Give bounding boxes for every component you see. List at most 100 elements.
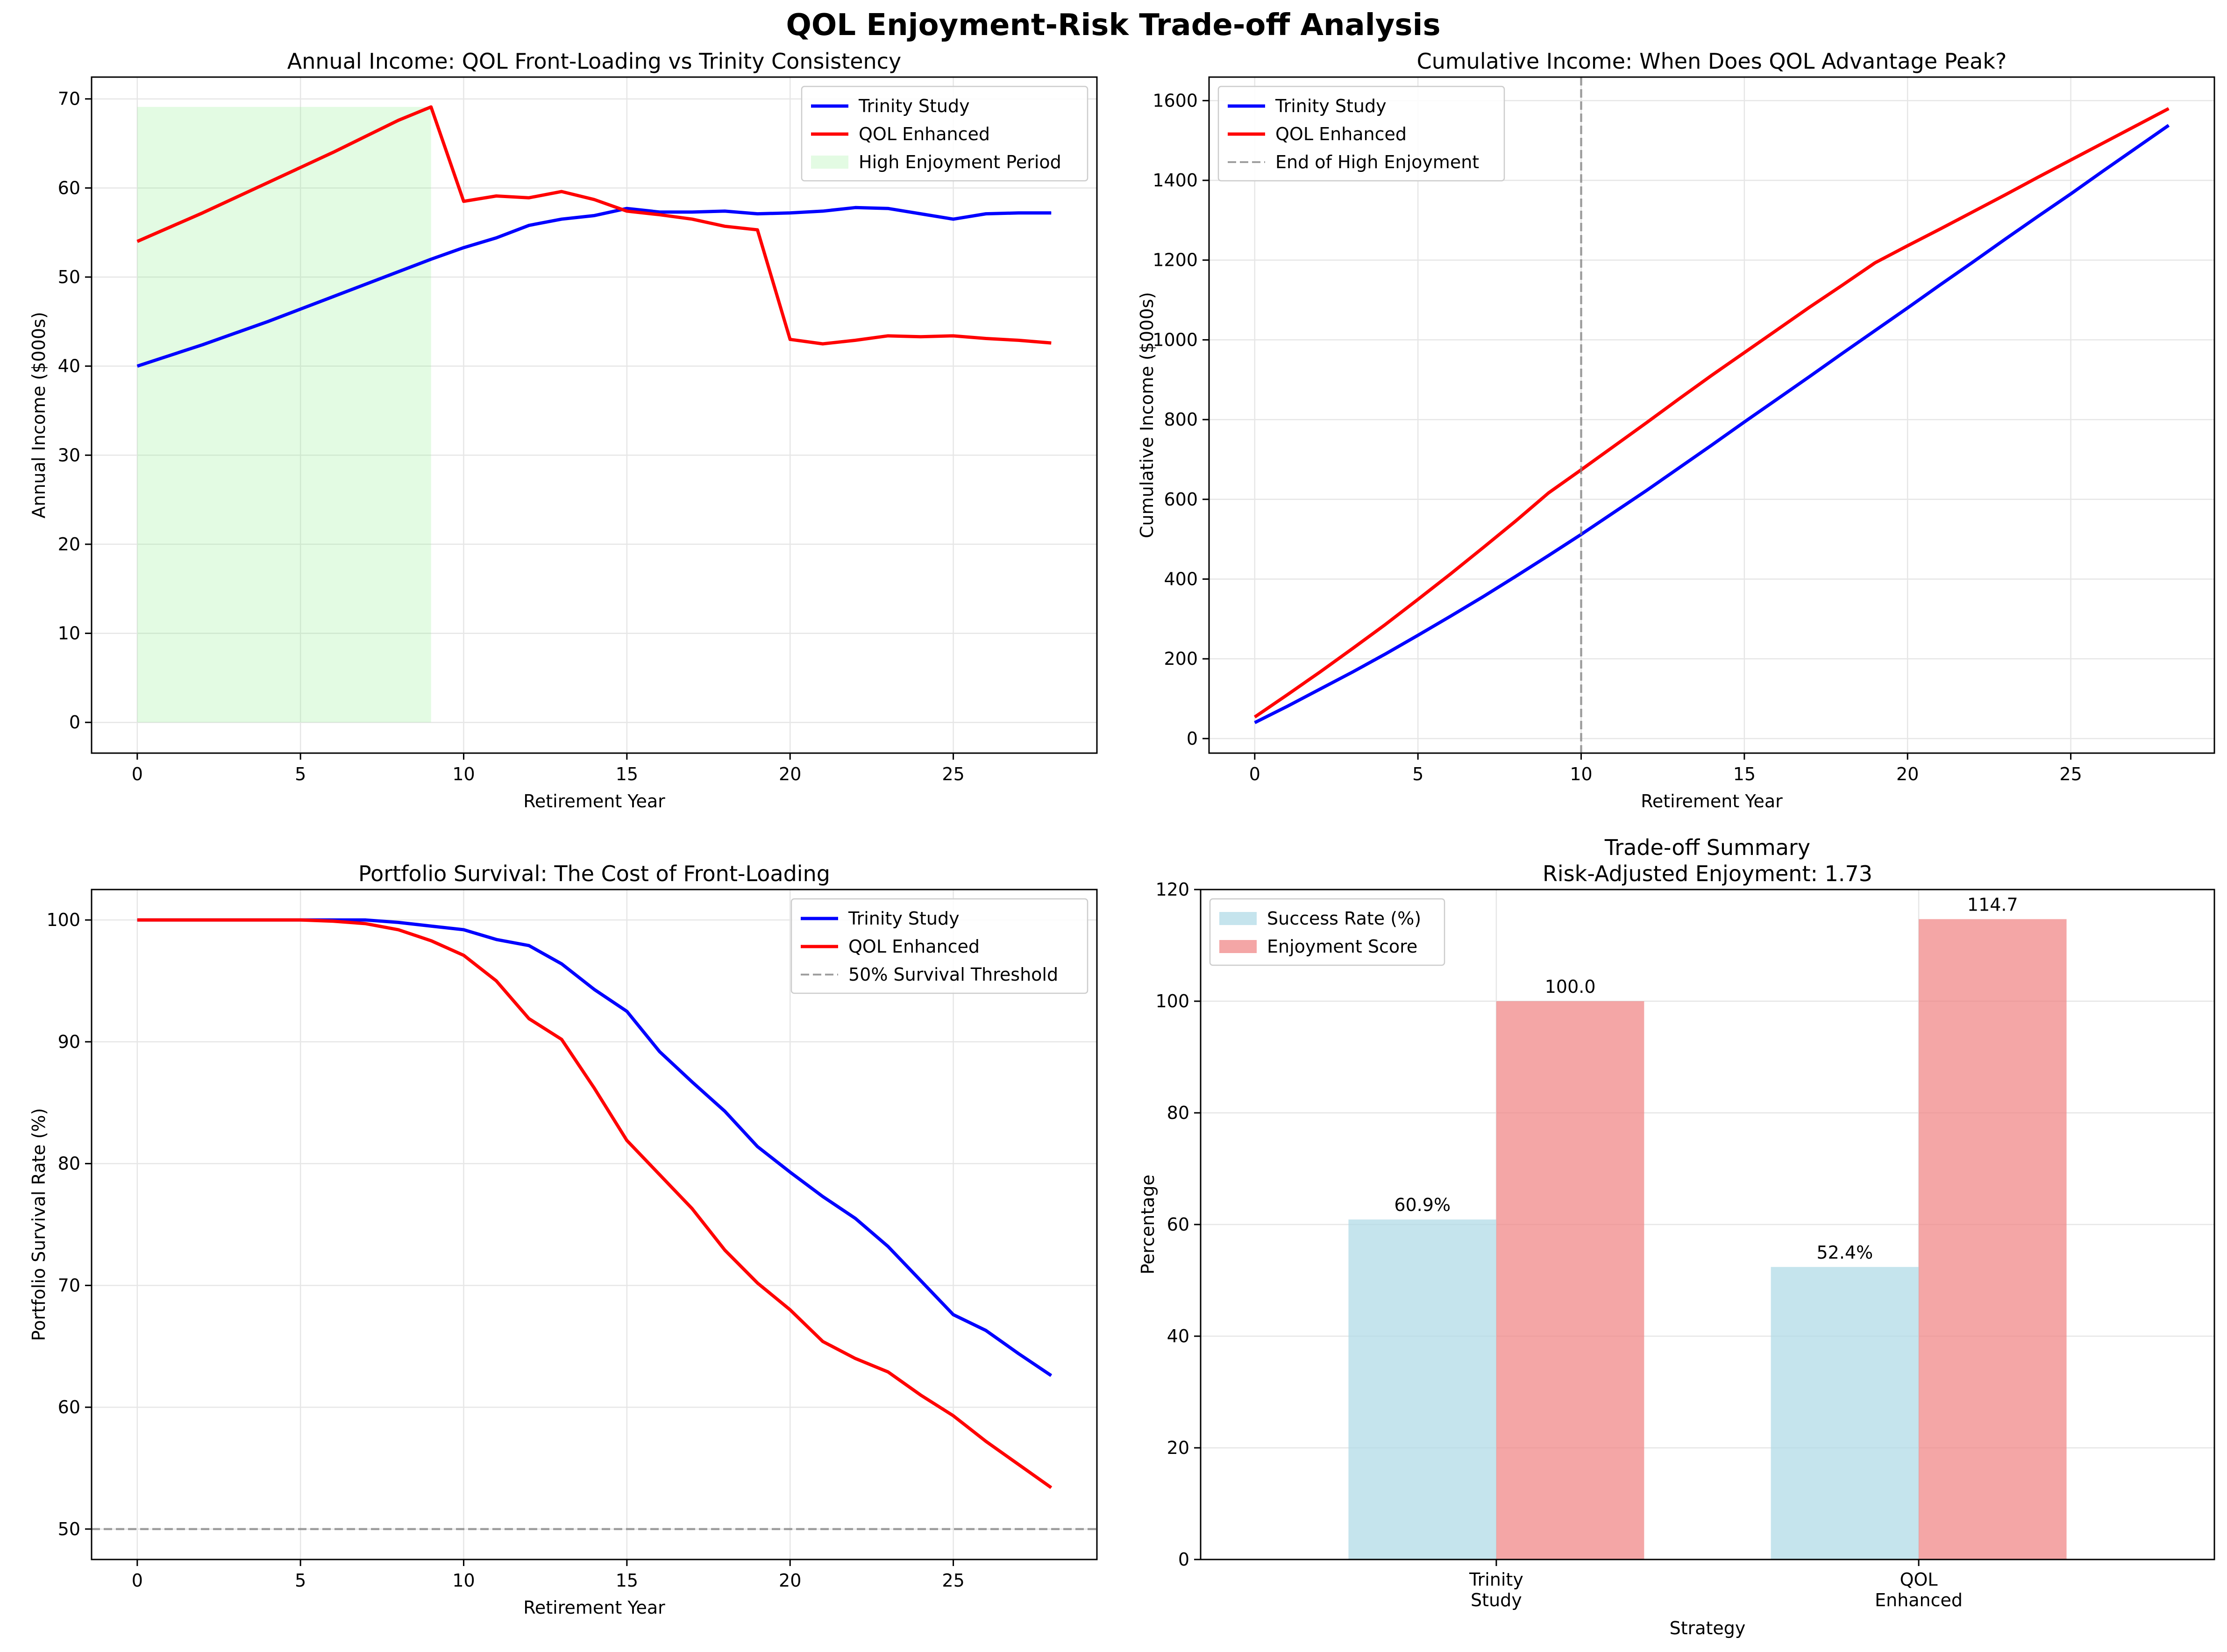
bar — [1496, 1001, 1644, 1559]
data-point — [1515, 520, 1516, 521]
y-axis-label: Portfolio Survival Rate (%) — [28, 1108, 49, 1341]
legend-label: Trinity Study — [858, 96, 970, 116]
y-tick-label: 100 — [1155, 991, 1189, 1011]
chart-title: Cumulative Income: When Does QOL Advanta… — [1417, 49, 2007, 74]
x-tick-label: Enhanced — [1875, 1590, 1963, 1610]
x-tick-label: 25 — [942, 1570, 964, 1591]
y-tick-label: 0 — [69, 712, 80, 733]
legend-label: High Enjoyment Period — [859, 152, 1061, 172]
x-tick-label: 25 — [942, 764, 964, 784]
legend-box — [801, 85, 1089, 182]
x-tick-label: 10 — [1570, 764, 1592, 784]
axes-frame — [91, 76, 1098, 754]
legend-label: Enjoyment Score — [1267, 936, 1417, 957]
legend-label: QOL Enhanced — [1275, 124, 1407, 144]
y-tick-label: 40 — [58, 356, 80, 377]
x-axis-label: Retirement Year — [523, 791, 665, 812]
annual-income-chart: 0 5 10 15 20 25 0 10 20 30 40 50 60 70 Retirement Year… — [28, 49, 1098, 812]
data-point — [1051, 1375, 1052, 1376]
legend-swatch — [1219, 912, 1257, 925]
data-point — [920, 336, 921, 337]
x-axis-label: Retirement Year — [523, 1597, 665, 1618]
bar-value-label: 100.0 — [1545, 976, 1596, 997]
x-tick-label: 20 — [779, 1570, 801, 1591]
bar — [1771, 1267, 1919, 1559]
data-point — [1254, 722, 1255, 723]
y-tick-label: 1200 — [1153, 250, 1198, 271]
data-point — [365, 284, 366, 285]
data-point — [626, 208, 627, 209]
figure-title: QOL Enjoyment-Risk Trade-off Analysis — [786, 8, 1440, 43]
data-point — [1548, 555, 1549, 556]
legend-label: 50% Survival Threshold — [848, 964, 1058, 985]
y-tick-label: 20 — [1167, 1438, 1189, 1458]
x-tick-label: 25 — [2059, 764, 2082, 784]
data-point — [1515, 576, 1516, 577]
legend-label: QOL Enhanced — [848, 936, 980, 957]
x-tick-label: 20 — [1896, 764, 1919, 784]
data-point — [594, 989, 595, 990]
chart-title: Portfolio Survival: The Cost of Front-Lo… — [358, 861, 830, 886]
x-axis-label: Strategy — [1670, 1618, 1746, 1638]
y-tick-label: 70 — [58, 89, 80, 109]
x-axis-label: Retirement Year — [1641, 791, 1783, 812]
data-point — [1842, 353, 1843, 354]
chart-title: Annual Income: QOL Front-Loading vs Trin… — [287, 49, 901, 74]
x-tick-label: 5 — [295, 764, 306, 784]
x-tick-label: 10 — [452, 1570, 475, 1591]
y-tick-label: 40 — [1167, 1326, 1189, 1346]
legend-box — [1209, 898, 1445, 966]
y-tick-label: 1600 — [1153, 90, 1198, 111]
legend-label: Trinity Study — [848, 908, 960, 929]
y-tick-label: 60 — [58, 1397, 80, 1417]
data-point — [920, 1395, 921, 1396]
y-tick-label: 600 — [1164, 489, 1198, 510]
x-tick-label: 5 — [1412, 764, 1423, 784]
x-tick-label: 0 — [132, 764, 143, 784]
cumulative-income-chart: 0 5 10 15 20 25 0 200 400 600 800 1000 1200 1400 1600 R… — [1137, 49, 2215, 812]
data-point — [2103, 142, 2104, 143]
y-tick-label: 50 — [58, 1519, 80, 1539]
legend-swatch — [811, 156, 848, 169]
y-tick-label: 50 — [58, 267, 80, 287]
chart-title: Trade-off Summary — [1604, 835, 1810, 860]
data-point — [1809, 376, 1810, 377]
bar — [1919, 919, 2067, 1559]
y-tick-label: 0 — [1187, 728, 1198, 749]
y-tick-label: 20 — [58, 534, 80, 555]
x-tick-label: Trinity — [1469, 1569, 1523, 1590]
x-tick-label: 20 — [779, 764, 801, 784]
axes-frame — [91, 889, 1098, 1560]
data-point — [626, 1140, 627, 1141]
y-tick-label: 80 — [1167, 1103, 1189, 1123]
y-tick-label: 400 — [1164, 569, 1198, 589]
legend-label: Success Rate (%) — [1267, 908, 1421, 929]
x-tick-label: Study — [1471, 1590, 1522, 1610]
y-tick-label: 60 — [1167, 1214, 1189, 1235]
data-point — [1646, 422, 1647, 423]
legend: Trinity Study QOL Enhanced End of High Enj… — [1217, 85, 1505, 182]
bar-value-label: 60.9% — [1394, 1195, 1451, 1215]
x-tick-label: QOL — [1900, 1569, 1938, 1590]
x-tick-label: 5 — [295, 1570, 306, 1591]
data-point — [202, 344, 203, 345]
data-point — [496, 939, 497, 940]
bar — [1348, 1219, 1496, 1559]
x-tick-label: 15 — [616, 1570, 638, 1591]
legend-label: End of High Enjoyment — [1275, 152, 1479, 172]
data-point — [920, 1280, 921, 1281]
y-axis-label: Annual Income ($000s) — [28, 312, 49, 518]
legend-box — [790, 898, 1089, 994]
axes-frame — [1208, 76, 2215, 754]
y-axis-label: Percentage — [1138, 1175, 1158, 1275]
x-tick-label: 0 — [1249, 764, 1260, 784]
y-tick-label: 800 — [1164, 409, 1198, 430]
bar-value-label: 52.4% — [1816, 1242, 1873, 1263]
legend-label: QOL Enhanced — [859, 124, 990, 144]
data-point — [300, 167, 301, 168]
data-point — [1287, 694, 1288, 695]
legend-swatch — [1219, 940, 1257, 953]
legend: Trinity Study QOL Enhanced 50% Survival Th… — [790, 898, 1089, 994]
x-tick-label: 15 — [1733, 764, 1756, 784]
bar-value-label: 114.7 — [1967, 894, 2018, 915]
